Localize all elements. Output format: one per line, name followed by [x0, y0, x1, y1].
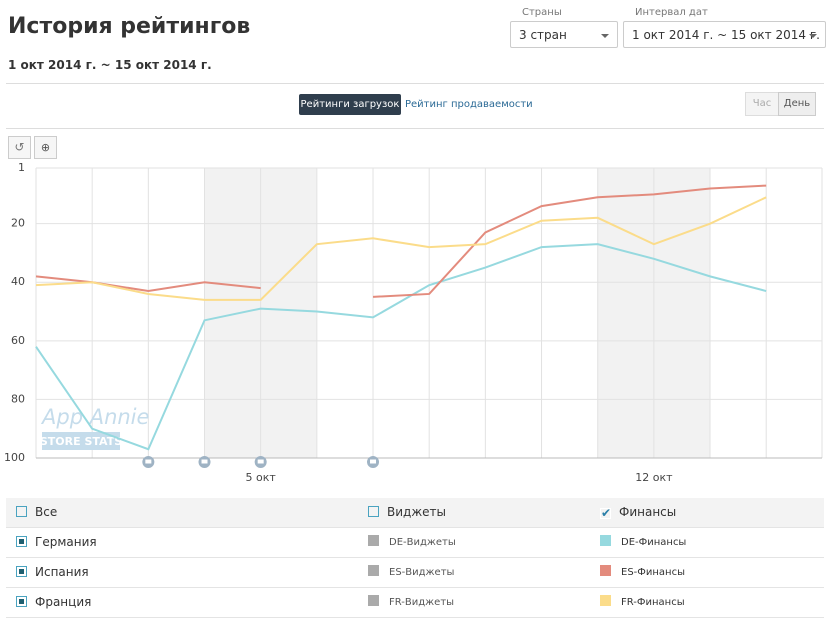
- series-line: [35, 243, 767, 451]
- label: Виджеты: [387, 505, 446, 519]
- x-tick-label: 12 окт: [635, 471, 673, 484]
- finance-series[interactable]: FR-Финансы: [600, 588, 685, 617]
- annotation-lines: [370, 459, 377, 464]
- legend-row: Испания ES-Виджеты ES-Финансы: [6, 558, 824, 588]
- series-name: DE-Финансы: [621, 537, 687, 548]
- country-toggle[interactable]: Испания: [16, 558, 89, 587]
- divider: [6, 128, 824, 129]
- swatch: [368, 595, 379, 606]
- countries-select[interactable]: 3 стран: [510, 21, 618, 48]
- watermark-sub: STORE STATS: [40, 435, 122, 448]
- legend-row: Франция FR-Виджеты FR-Финансы: [6, 588, 824, 618]
- date-range: 1 окт 2014 г. ~ 15 окт 2014 г.: [8, 58, 212, 72]
- swatch: [600, 565, 611, 576]
- interval-label: Интервал дат: [635, 7, 708, 18]
- annotation-icon[interactable]: [254, 456, 267, 468]
- x-tick-label: 5 окт: [246, 471, 277, 484]
- country-toggle[interactable]: Франция: [16, 588, 91, 617]
- widget-series[interactable]: DE-Виджеты: [368, 528, 456, 557]
- checkbox: [16, 536, 27, 547]
- country-name: Испания: [35, 565, 89, 579]
- series-name: ES-Виджеты: [389, 567, 455, 578]
- widget-series[interactable]: ES-Виджеты: [368, 558, 454, 587]
- widget-series[interactable]: FR-Виджеты: [368, 588, 454, 617]
- finance-toggle[interactable]: ✔ Финансы: [600, 505, 677, 520]
- divider: [6, 83, 824, 84]
- annotation-lines: [145, 459, 152, 464]
- y-tick-label: 40: [11, 275, 25, 288]
- swatch: [368, 565, 379, 576]
- series-line: [35, 184, 767, 298]
- tab-downloads[interactable]: Рейтинги загрузок: [299, 94, 401, 115]
- legend-header: Все Виджеты ✔ Финансы: [6, 498, 824, 528]
- page-title: История рейтингов: [8, 14, 251, 39]
- series-name: ES-Финансы: [621, 567, 685, 578]
- day-button[interactable]: День: [778, 92, 816, 116]
- y-tick-label: 80: [11, 392, 25, 405]
- countries-label: Страны: [522, 7, 562, 18]
- series-name: FR-Виджеты: [389, 597, 455, 608]
- annotation-lines: [201, 459, 208, 464]
- watermark: App Annie STORE STATS: [40, 405, 149, 450]
- annotation-icon[interactable]: [142, 456, 155, 468]
- interval-select[interactable]: 1 окт 2014 г. ~ 15 окт 2014 г.: [623, 21, 826, 48]
- swatch: [600, 535, 611, 546]
- all-toggle[interactable]: Все: [16, 498, 57, 527]
- zoom-button[interactable]: ⊕: [34, 136, 57, 159]
- label: Все: [35, 505, 58, 519]
- watermark-box: [42, 432, 120, 450]
- swatch: [600, 595, 611, 606]
- country-toggle[interactable]: Германия: [16, 528, 97, 557]
- annotation-icon[interactable]: [198, 456, 211, 468]
- finance-series[interactable]: DE-Финансы: [600, 528, 686, 557]
- country-name: Германия: [35, 535, 97, 549]
- annotation-lines: [257, 459, 264, 464]
- tab-grossing[interactable]: Рейтинг продаваемости: [405, 99, 533, 110]
- legend-row: Германия DE-Виджеты DE-Финансы: [6, 528, 824, 558]
- hour-button[interactable]: Час: [745, 92, 779, 116]
- label: Финансы: [619, 505, 677, 519]
- series-name: FR-Финансы: [621, 597, 685, 608]
- series-line: [35, 196, 767, 301]
- y-tick-label: 60: [11, 334, 25, 347]
- y-tick-label: 1: [18, 161, 25, 174]
- reset-button[interactable]: ↺: [8, 136, 31, 159]
- finance-series[interactable]: ES-Финансы: [600, 558, 685, 587]
- annotation-icon[interactable]: [367, 456, 380, 468]
- checkbox: [16, 596, 27, 607]
- series-name: DE-Виджеты: [389, 537, 456, 548]
- country-name: Франция: [35, 595, 92, 609]
- watermark-title: App Annie: [40, 405, 149, 429]
- y-tick-label: 20: [11, 217, 25, 230]
- y-tick-label: 100: [4, 451, 25, 464]
- swatch: [368, 535, 379, 546]
- widgets-toggle[interactable]: Виджеты: [368, 498, 446, 527]
- checkbox: [16, 566, 27, 577]
- chart: 1 20 40 60 80 100 5 окт 12 окт App Annie STORE ST…: [4, 161, 823, 484]
